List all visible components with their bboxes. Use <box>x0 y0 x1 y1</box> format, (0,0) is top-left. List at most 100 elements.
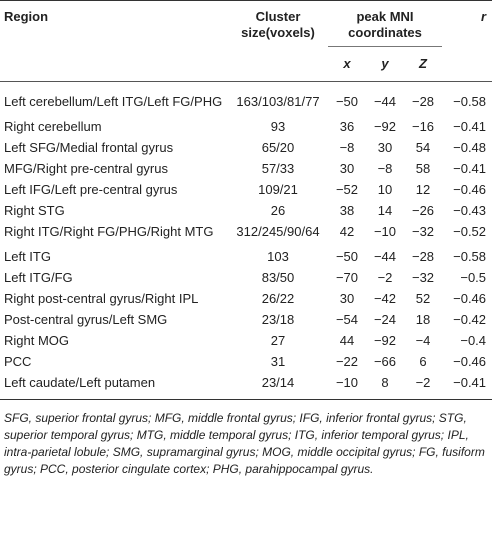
footnote: SFG, superior frontal gyrus; MFG, middle… <box>0 399 492 482</box>
cell-region: Right MOG <box>4 333 70 348</box>
cell-z: −32 <box>411 224 435 239</box>
table-row: Right STG 26 38 14 −26 −0.43 <box>0 200 492 221</box>
cell-r: −0.43 <box>453 203 487 218</box>
cell-x: −50 <box>335 249 359 264</box>
cell-r: −0.41 <box>453 375 487 390</box>
cell-region: Left cerebellum/Left ITG/Left FG/PHG <box>4 94 223 109</box>
cell-y: −2 <box>377 270 393 285</box>
table-row: Right MOG 27 44 −92 −4 −0.4 <box>0 330 492 351</box>
cell-r: −0.58 <box>453 249 487 264</box>
header-peak-mni: peak MNI coordinates <box>328 0 443 47</box>
cell-y: −8 <box>377 161 393 176</box>
cell-region: Left IFG/Left pre-central gyrus <box>4 182 178 197</box>
cell-x: −70 <box>335 270 359 285</box>
cell-y: 30 <box>377 140 393 155</box>
cell-cluster: 26/22 <box>261 291 295 306</box>
cell-x: −8 <box>339 140 355 155</box>
cell-region: Left ITG/FG <box>4 270 73 285</box>
cell-z: −28 <box>411 94 435 109</box>
cell-cluster: 23/18 <box>261 312 295 327</box>
cell-y: −92 <box>373 119 397 134</box>
cell-region: MFG/Right pre-central gyrus <box>4 161 168 176</box>
cell-z: 58 <box>415 161 431 176</box>
cell-r: −0.41 <box>453 161 487 176</box>
header-y: y <box>381 56 389 71</box>
cell-region: Left ITG <box>4 249 51 264</box>
cell-z: −26 <box>411 203 435 218</box>
cell-z: 54 <box>415 140 431 155</box>
cell-r: −0.58 <box>453 94 487 109</box>
table-row: PCC 31 −22 −66 6 −0.46 <box>0 351 492 372</box>
cell-r: −0.48 <box>453 140 487 155</box>
cell-y: −92 <box>373 333 397 348</box>
cell-y: −44 <box>373 249 397 264</box>
header-row: Region Cluster size(voxels) peak MNI coo… <box>0 0 492 47</box>
subheader-row: x y Z <box>0 47 492 82</box>
cell-r: −0.46 <box>453 291 487 306</box>
cell-x: 36 <box>339 119 355 134</box>
cell-x: 42 <box>339 224 355 239</box>
footnote-row: SFG, superior frontal gyrus; MFG, middle… <box>0 399 492 482</box>
cell-r: −0.41 <box>453 119 487 134</box>
cell-z: −28 <box>411 249 435 264</box>
cell-x: −10 <box>335 375 359 390</box>
cell-region: Right cerebellum <box>4 119 102 134</box>
table-row: Left caudate/Left putamen 23/14 −10 8 −2… <box>0 372 492 393</box>
cell-region: Right ITG/Right FG/PHG/Right MTG <box>4 224 214 239</box>
cell-cluster: 103 <box>267 249 289 264</box>
cell-r: −0.4 <box>460 333 487 348</box>
cell-cluster: 27 <box>270 333 286 348</box>
cell-z: 52 <box>415 291 431 306</box>
cell-x: 44 <box>339 333 355 348</box>
cell-r: −0.52 <box>453 224 487 239</box>
cell-cluster: 109/21 <box>258 182 298 197</box>
header-r: r <box>480 9 487 24</box>
cell-cluster: 57/33 <box>261 161 295 176</box>
cell-z: 18 <box>415 312 431 327</box>
cell-region: Left caudate/Left putamen <box>4 375 156 390</box>
cell-r: −0.46 <box>453 182 487 197</box>
cell-x: 30 <box>339 291 355 306</box>
cell-cluster: 23/14 <box>261 375 295 390</box>
cell-x: 38 <box>339 203 355 218</box>
cell-x: −52 <box>335 182 359 197</box>
header-z: Z <box>419 56 427 71</box>
cell-cluster: 312/245/90/64 <box>236 224 320 239</box>
cell-r: −0.46 <box>453 354 487 369</box>
header-region: Region <box>4 9 49 24</box>
table-row: Right ITG/Right FG/PHG/Right MTG 312/245… <box>0 221 492 246</box>
cell-cluster: 65/20 <box>261 140 295 155</box>
cell-cluster: 163/103/81/77 <box>236 94 320 109</box>
cell-z: −16 <box>411 119 435 134</box>
cell-region: Right post-central gyrus/Right IPL <box>4 291 199 306</box>
cell-z: 12 <box>415 182 431 197</box>
table-row: Left ITG/FG 83/50 −70 −2 −32 −0.5 <box>0 267 492 288</box>
cell-x: −54 <box>335 312 359 327</box>
cell-x: 30 <box>339 161 355 176</box>
cell-r: −0.5 <box>460 270 487 285</box>
cell-y: −42 <box>373 291 397 306</box>
table-row: Left IFG/Left pre-central gyrus 109/21 −… <box>0 179 492 200</box>
table-row: Post-central gyrus/Left SMG 23/18 −54 −2… <box>0 309 492 330</box>
table-row: Right cerebellum 93 36 −92 −16 −0.41 <box>0 116 492 137</box>
cell-z: −2 <box>415 375 431 390</box>
table-row: MFG/Right pre-central gyrus 57/33 30 −8 … <box>0 158 492 179</box>
cell-y: −44 <box>373 94 397 109</box>
cell-y: −66 <box>373 354 397 369</box>
header-x: x <box>343 56 351 71</box>
cell-y: −24 <box>373 312 397 327</box>
cell-region: Right STG <box>4 203 65 218</box>
cell-y: 8 <box>381 375 389 390</box>
cell-y: 10 <box>377 182 393 197</box>
table-row: Left SFG/Medial frontal gyrus 65/20 −8 3… <box>0 137 492 158</box>
header-cluster-size: Cluster size(voxels) <box>241 9 315 40</box>
cell-r: −0.42 <box>453 312 487 327</box>
cell-z: −32 <box>411 270 435 285</box>
results-table: Region Cluster size(voxels) peak MNI coo… <box>0 0 492 482</box>
table-row: Left ITG 103 −50 −44 −28 −0.58 <box>0 246 492 267</box>
cell-cluster: 26 <box>270 203 286 218</box>
cell-region: Left SFG/Medial frontal gyrus <box>4 140 174 155</box>
cell-cluster: 83/50 <box>261 270 295 285</box>
cell-region: Post-central gyrus/Left SMG <box>4 312 168 327</box>
